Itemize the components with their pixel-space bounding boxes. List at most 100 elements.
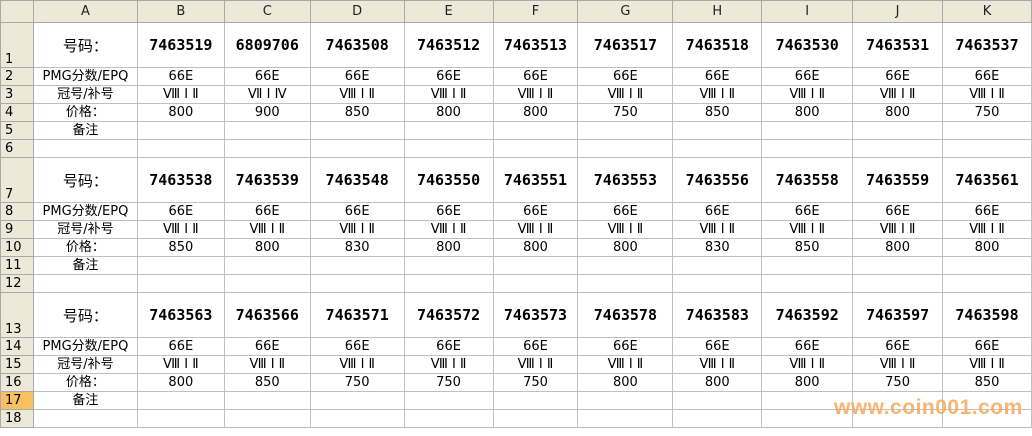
cell-F11[interactable] — [492, 256, 579, 275]
cell-K5[interactable] — [942, 121, 1032, 140]
cell-F13[interactable]: 7463573 — [492, 292, 579, 338]
cell-F14[interactable]: 66E — [492, 337, 579, 356]
row-header-18[interactable]: 18 — [0, 409, 34, 428]
cell-C6[interactable] — [223, 139, 311, 158]
row-header-14[interactable]: 14 — [0, 337, 34, 356]
cell-I4[interactable]: 800 — [761, 103, 854, 122]
cell-I14[interactable]: 66E — [761, 337, 854, 356]
column-header-I[interactable]: I — [761, 0, 854, 23]
cell-B12[interactable] — [136, 274, 225, 293]
cell-G10[interactable]: 800 — [577, 238, 674, 257]
cell-H2[interactable]: 66E — [672, 67, 763, 86]
cell-G14[interactable]: 66E — [577, 337, 674, 356]
select-all-corner[interactable] — [0, 0, 34, 23]
cell-B17[interactable] — [136, 391, 225, 410]
cell-C4[interactable]: 900 — [223, 103, 311, 122]
cell-E3[interactable]: Ⅷ Ⅰ Ⅱ — [403, 85, 494, 104]
cell-C18[interactable] — [223, 409, 311, 428]
cell-F2[interactable]: 66E — [492, 67, 579, 86]
cell-F10[interactable]: 800 — [492, 238, 579, 257]
cell-C9[interactable]: Ⅷ Ⅰ Ⅱ — [223, 220, 311, 239]
column-header-H[interactable]: H — [672, 0, 763, 23]
cell-A2[interactable]: PMG分数/EPQ — [32, 67, 138, 86]
column-header-B[interactable]: B — [136, 0, 225, 23]
cell-D10[interactable]: 830 — [309, 238, 405, 257]
cell-F7[interactable]: 7463551 — [492, 157, 579, 203]
cell-H15[interactable]: Ⅷ Ⅰ Ⅱ — [672, 355, 763, 374]
cell-K10[interactable]: 800 — [942, 238, 1032, 257]
cell-K4[interactable]: 750 — [942, 103, 1032, 122]
row-header-4[interactable]: 4 — [0, 103, 34, 122]
column-header-F[interactable]: F — [492, 0, 579, 23]
cell-C1[interactable]: 6809706 — [223, 22, 311, 68]
cell-A18[interactable] — [32, 409, 138, 428]
cell-K16[interactable]: 850 — [942, 373, 1032, 392]
cell-B13[interactable]: 7463563 — [136, 292, 225, 338]
cell-C12[interactable] — [223, 274, 311, 293]
column-header-A[interactable]: A — [32, 0, 138, 23]
cell-G8[interactable]: 66E — [577, 202, 674, 221]
cell-I10[interactable]: 850 — [761, 238, 854, 257]
cell-E8[interactable]: 66E — [403, 202, 494, 221]
row-header-5[interactable]: 5 — [0, 121, 34, 140]
cell-B7[interactable]: 7463538 — [136, 157, 225, 203]
cell-I3[interactable]: Ⅷ Ⅰ Ⅱ — [761, 85, 854, 104]
cell-C2[interactable]: 66E — [223, 67, 311, 86]
cell-A6[interactable] — [32, 139, 138, 158]
cell-B11[interactable] — [136, 256, 225, 275]
cell-H12[interactable] — [672, 274, 763, 293]
row-header-9[interactable]: 9 — [0, 220, 34, 239]
cell-B8[interactable]: 66E — [136, 202, 225, 221]
cell-K13[interactable]: 7463598 — [942, 292, 1032, 338]
column-header-E[interactable]: E — [403, 0, 494, 23]
cell-H18[interactable] — [672, 409, 763, 428]
cell-F3[interactable]: Ⅷ Ⅰ Ⅱ — [492, 85, 579, 104]
row-header-3[interactable]: 3 — [0, 85, 34, 104]
row-header-12[interactable]: 12 — [0, 274, 34, 293]
cell-A5[interactable]: 备注 — [32, 121, 138, 140]
cell-E13[interactable]: 7463572 — [403, 292, 494, 338]
cell-F8[interactable]: 66E — [492, 202, 579, 221]
cell-C7[interactable]: 7463539 — [223, 157, 311, 203]
cell-C14[interactable]: 66E — [223, 337, 311, 356]
row-header-13[interactable]: 13 — [0, 292, 34, 338]
column-header-D[interactable]: D — [309, 0, 405, 23]
cell-A4[interactable]: 价格： — [32, 103, 138, 122]
cell-D15[interactable]: Ⅷ Ⅰ Ⅱ — [309, 355, 405, 374]
cell-H13[interactable]: 7463583 — [672, 292, 763, 338]
row-header-7[interactable]: 7 — [0, 157, 34, 203]
cell-G6[interactable] — [577, 139, 674, 158]
cell-J6[interactable] — [852, 139, 944, 158]
cell-H9[interactable]: Ⅷ Ⅰ Ⅱ — [672, 220, 763, 239]
row-header-15[interactable]: 15 — [0, 355, 34, 374]
cell-B14[interactable]: 66E — [136, 337, 225, 356]
cell-C11[interactable] — [223, 256, 311, 275]
cell-K9[interactable]: Ⅷ Ⅰ Ⅱ — [942, 220, 1032, 239]
cell-F16[interactable]: 750 — [492, 373, 579, 392]
cell-C17[interactable] — [223, 391, 311, 410]
cell-E7[interactable]: 7463550 — [403, 157, 494, 203]
cell-K1[interactable]: 7463537 — [942, 22, 1032, 68]
cell-I1[interactable]: 7463530 — [761, 22, 854, 68]
cell-K12[interactable] — [942, 274, 1032, 293]
cell-I12[interactable] — [761, 274, 854, 293]
cell-A3[interactable]: 冠号/补号 — [32, 85, 138, 104]
cell-K11[interactable] — [942, 256, 1032, 275]
cell-E2[interactable]: 66E — [403, 67, 494, 86]
cell-D18[interactable] — [309, 409, 405, 428]
cell-A13[interactable]: 号码： — [32, 292, 138, 338]
cell-J8[interactable]: 66E — [852, 202, 944, 221]
cell-J15[interactable]: Ⅷ Ⅰ Ⅱ — [852, 355, 944, 374]
cell-H16[interactable]: 800 — [672, 373, 763, 392]
cell-D6[interactable] — [309, 139, 405, 158]
cell-K7[interactable]: 7463561 — [942, 157, 1032, 203]
cell-F1[interactable]: 7463513 — [492, 22, 579, 68]
cell-G16[interactable]: 800 — [577, 373, 674, 392]
cell-G4[interactable]: 750 — [577, 103, 674, 122]
cell-K15[interactable]: Ⅷ Ⅰ Ⅱ — [942, 355, 1032, 374]
cell-K6[interactable] — [942, 139, 1032, 158]
cell-J11[interactable] — [852, 256, 944, 275]
cell-H14[interactable]: 66E — [672, 337, 763, 356]
cell-K8[interactable]: 66E — [942, 202, 1032, 221]
cell-B10[interactable]: 850 — [136, 238, 225, 257]
